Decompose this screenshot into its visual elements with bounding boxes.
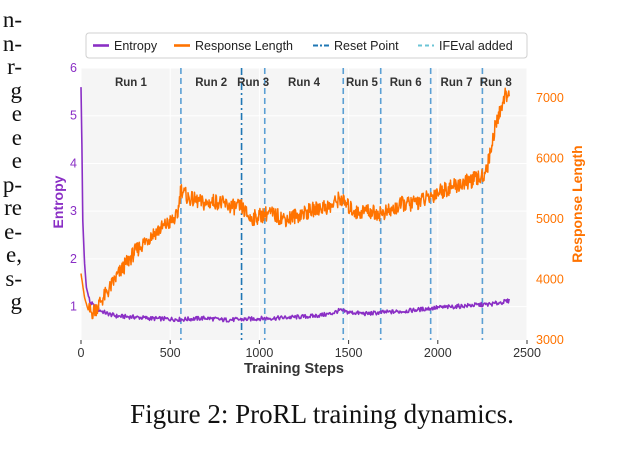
y-right-tick-label: 6000 bbox=[536, 152, 564, 166]
side-text-line: e bbox=[11, 101, 22, 126]
response-length-series-line bbox=[80, 87, 510, 320]
side-text-line: e bbox=[11, 124, 22, 150]
series-lines bbox=[80, 87, 510, 323]
x-tick-label: 1000 bbox=[245, 346, 273, 360]
run-label: Run 8 bbox=[480, 77, 513, 89]
y-right-axis-label: Response Length bbox=[569, 145, 585, 262]
run-label: Run 5 bbox=[346, 77, 379, 89]
side-text-line: r- bbox=[7, 54, 22, 79]
x-axis-label: Training Steps bbox=[244, 361, 344, 377]
figure-caption: Figure 2: ProRL training dynamics. bbox=[130, 399, 514, 429]
legend-label: Entropy bbox=[114, 39, 158, 53]
y-left-tick-label: 1 bbox=[70, 300, 77, 314]
legend-label: Response Length bbox=[195, 39, 293, 53]
y-left-tick-label: 3 bbox=[70, 204, 77, 218]
side-text-line: g bbox=[10, 289, 23, 314]
side-text-line: e, bbox=[6, 242, 22, 267]
y-right-tick-label: 4000 bbox=[536, 273, 564, 287]
run-labels: Run 1 Run 2 Run 3 Run 4 Run 5 Run 6 Run 7 Run 8 bbox=[115, 77, 512, 89]
x-tick-label: 2000 bbox=[424, 346, 452, 360]
x-tick-label: 1500 bbox=[335, 346, 363, 360]
y-right-tick-label: 7000 bbox=[536, 91, 564, 105]
run-label: Run 1 bbox=[115, 77, 148, 89]
side-text-line: re bbox=[4, 195, 22, 220]
side-text-line: s- bbox=[5, 265, 22, 291]
run-label: Run 3 bbox=[237, 77, 269, 89]
entropy-series-line bbox=[80, 87, 510, 323]
y-left-tick-label: 6 bbox=[70, 61, 77, 75]
legend-box bbox=[85, 32, 528, 59]
run-label: Run 6 bbox=[390, 77, 422, 89]
run-label: Run 7 bbox=[441, 77, 473, 89]
side-text-line: e bbox=[11, 148, 22, 173]
side-text-line: n- bbox=[2, 30, 22, 56]
y-right-tick-label: 5000 bbox=[536, 212, 564, 226]
side-text-line: p- bbox=[2, 171, 22, 197]
side-text-line: g bbox=[10, 77, 23, 103]
training-dynamics-chart: Entropy Response Length Reset Point IFEval … bbox=[50, 32, 585, 377]
y-right-tick-label: 3000 bbox=[536, 333, 564, 347]
y-left-tick-label: 4 bbox=[70, 156, 77, 170]
axes: 0 500 1000 1500 2000 2500 1 2 3 4 5 6 3000 4000 5000 60… bbox=[50, 61, 585, 377]
x-tick-label: 2500 bbox=[513, 346, 541, 360]
side-text-line: n- bbox=[2, 7, 22, 32]
legend-label: IFEval added bbox=[439, 39, 513, 53]
plot-area bbox=[81, 68, 527, 340]
legend: Entropy Response Length Reset Point IFEval … bbox=[85, 32, 528, 59]
side-text-fragment: n-n-r-g e e e p-re e-e, s-g bbox=[0, 8, 22, 314]
run-label: Run 4 bbox=[288, 77, 321, 89]
run-label: Run 2 bbox=[195, 77, 227, 89]
y-left-tick-label: 5 bbox=[70, 109, 77, 123]
y-left-axis-label: Entropy bbox=[50, 175, 66, 228]
x-tick-label: 0 bbox=[78, 346, 85, 360]
y-left-tick-label: 2 bbox=[70, 252, 77, 266]
side-text-line: e- bbox=[4, 218, 22, 244]
x-tick-label: 500 bbox=[160, 346, 181, 360]
legend-label: Reset Point bbox=[334, 39, 399, 53]
plot-background bbox=[81, 68, 527, 340]
